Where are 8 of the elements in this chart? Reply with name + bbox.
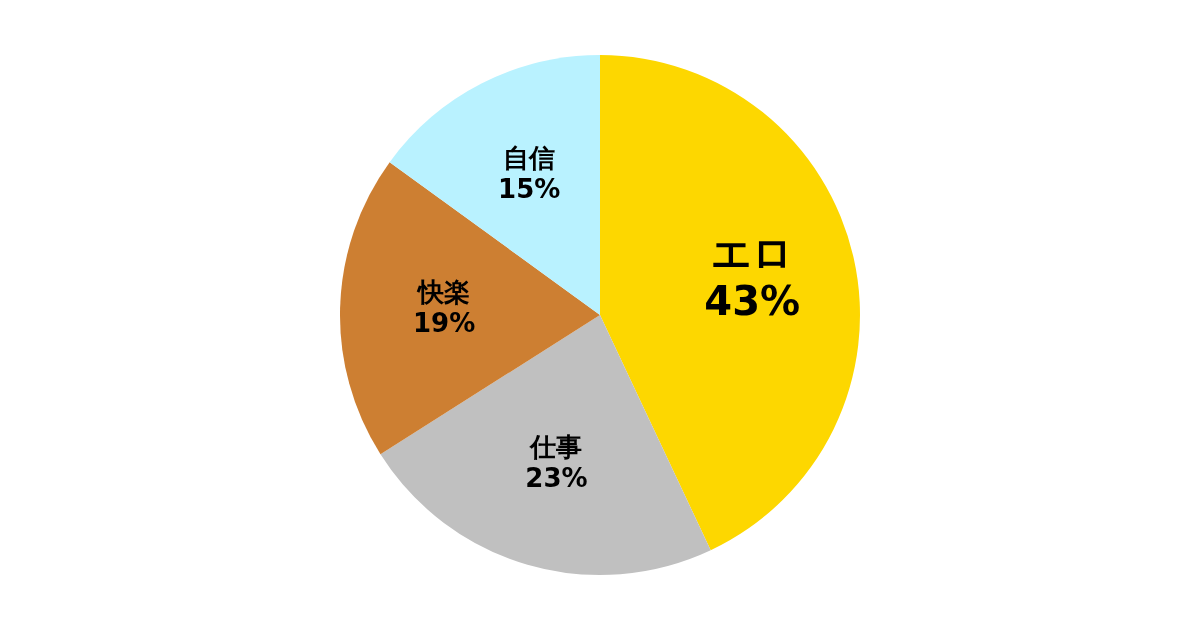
- slice-label: 仕事: [529, 431, 583, 462]
- data-label: 19%: [412, 308, 476, 339]
- data-label: 43%: [704, 278, 801, 325]
- slice-label: 快楽: [416, 277, 471, 308]
- slice-label: エロ: [711, 230, 794, 277]
- data-label: 15%: [498, 174, 561, 205]
- slice-label: 自信: [503, 143, 556, 174]
- data-label: 23%: [525, 463, 588, 494]
